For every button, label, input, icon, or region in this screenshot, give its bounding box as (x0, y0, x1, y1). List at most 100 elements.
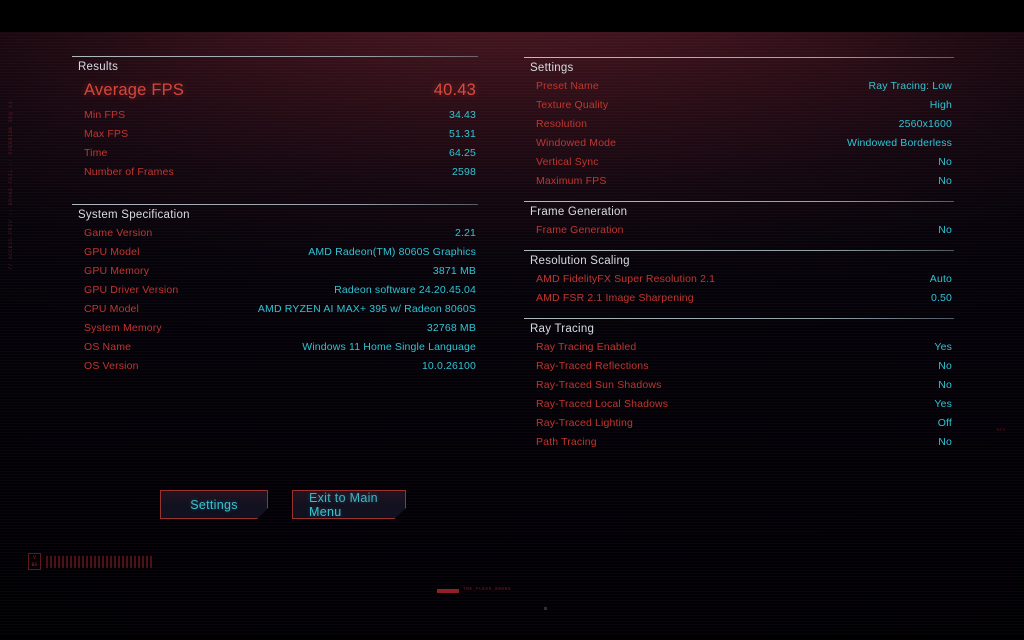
spacer (524, 191, 954, 201)
left-panel: Results Average FPS 40.43 Min FPS 34.43 … (72, 56, 478, 376)
row-maximum-fps: Maximum FPS No (524, 172, 954, 191)
row-value: No (938, 436, 952, 448)
row-os-name: OS Name Windows 11 Home Single Language (72, 338, 478, 357)
decor-bottom-bar (437, 589, 459, 593)
spacer (524, 308, 954, 318)
row-ray-traced-sun-shadows: Ray-Traced Sun Shadows No (524, 376, 954, 395)
section-title-ray-tracing: Ray Tracing (530, 323, 595, 335)
row-label: Min FPS (84, 109, 126, 121)
row-label: Ray-Traced Sun Shadows (536, 379, 662, 391)
row-label: Vertical Sync (536, 156, 599, 168)
row-path-tracing: Path Tracing No (524, 433, 954, 452)
section-rule (524, 201, 954, 202)
row-value: 64.25 (448, 147, 476, 159)
row-cpu-model: CPU Model AMD RYZEN AI MAX+ 395 w/ Radeo… (72, 300, 478, 319)
row-vertical-sync: Vertical Sync No (524, 153, 954, 172)
section-settings: Settings Preset Name Ray Tracing: Low Te… (524, 57, 954, 191)
decor-center-dot (544, 607, 547, 610)
row-gpu-model: GPU Model AMD Radeon(TM) 8060S Graphics (72, 243, 478, 262)
row-value: 34.43 (448, 109, 476, 121)
row-average-fps: Average FPS 40.43 (72, 76, 478, 106)
row-label: Texture Quality (536, 99, 609, 111)
section-title-system-specification: System Specification (78, 209, 190, 221)
row-value: Windows 11 Home Single Language (302, 341, 476, 353)
row-number-of-frames: Number of Frames 2598 (72, 163, 478, 182)
section-rule (72, 204, 478, 205)
row-value: 3871 MB (432, 265, 476, 277)
row-label: Max FPS (84, 128, 129, 140)
row-label: AMD FSR 2.1 Image Sharpening (536, 292, 694, 304)
row-value: High (929, 99, 952, 111)
row-value: 40.43 (433, 81, 476, 99)
row-ray-traced-local-shadows: Ray-Traced Local Shadows Yes (524, 395, 954, 414)
row-label: Time (84, 147, 108, 159)
decor-badge-line-1: V (32, 555, 36, 561)
row-resolution: Resolution 2560x1600 (524, 115, 954, 134)
row-label: CPU Model (84, 303, 140, 315)
letterbox-bottom (0, 636, 1024, 640)
section-rule (524, 250, 954, 251)
row-label: OS Name (84, 341, 132, 353)
spacer (72, 182, 478, 204)
row-value: No (938, 156, 952, 168)
row-min-fps: Min FPS 34.43 (72, 106, 478, 125)
row-fsr-super-resolution: AMD FidelityFX Super Resolution 2.1 Auto (524, 270, 954, 289)
row-label: Windowed Mode (536, 137, 617, 149)
row-label: Number of Frames (84, 166, 174, 178)
row-preset-name: Preset Name Ray Tracing: Low (524, 77, 954, 96)
row-value: 2598 (452, 166, 476, 178)
row-label: Ray-Traced Reflections (536, 360, 649, 372)
row-value: Radeon software 24.20.45.04 (334, 284, 476, 296)
row-value: AMD RYZEN AI MAX+ 395 w/ Radeon 8060S (257, 303, 476, 315)
row-label: Ray Tracing Enabled (536, 341, 637, 353)
row-os-version: OS Version 10.0.26100 (72, 357, 478, 376)
row-label: Path Tracing (536, 436, 597, 448)
decor-badge-line-2: BS (31, 562, 38, 568)
row-label: Average FPS (84, 81, 185, 99)
row-value: 51.31 (448, 128, 476, 140)
row-value: 2.21 (454, 227, 476, 239)
row-value: Ray Tracing: Low (868, 80, 952, 92)
section-title-settings: Settings (530, 62, 574, 74)
row-value: Auto (929, 273, 952, 285)
row-value: No (938, 175, 952, 187)
row-ray-traced-lighting: Ray-Traced Lighting Off (524, 414, 954, 433)
row-label: GPU Memory (84, 265, 150, 277)
row-label: Resolution (536, 118, 588, 130)
row-label: System Memory (84, 322, 162, 334)
section-results: Results Average FPS 40.43 Min FPS 34.43 … (72, 56, 478, 182)
decor-dashed-bars (46, 556, 152, 568)
row-gpu-driver-version: GPU Driver Version Radeon software 24.20… (72, 281, 478, 300)
decor-corner-badge: V BS (28, 553, 41, 570)
row-system-memory: System Memory 32768 MB (72, 319, 478, 338)
decor-vertical-text: // ACCESS-PRIV :: BRAKE-FAIL :: OVERRIDE… (8, 100, 14, 270)
row-value: 0.50 (930, 292, 952, 304)
row-frame-generation: Frame Generation No (524, 221, 954, 240)
settings-button[interactable]: Settings (160, 490, 268, 519)
row-ray-tracing-enabled: Ray Tracing Enabled Yes (524, 338, 954, 357)
row-fsr-image-sharpening: AMD FSR 2.1 Image Sharpening 0.50 (524, 289, 954, 308)
row-label: Frame Generation (536, 224, 624, 236)
exit-to-main-menu-button[interactable]: Exit to Main Menu (292, 490, 406, 519)
row-value: No (938, 360, 952, 372)
row-value: 10.0.26100 (421, 360, 476, 372)
section-title-resolution-scaling: Resolution Scaling (530, 255, 630, 267)
right-panel: Settings Preset Name Ray Tracing: Low Te… (524, 57, 954, 452)
row-gpu-memory: GPU Memory 3871 MB (72, 262, 478, 281)
row-max-fps: Max FPS 51.31 (72, 125, 478, 144)
decor-bottom-tag: TRK_FLEAS_8060S (463, 587, 512, 592)
row-label: Preset Name (536, 80, 599, 92)
row-texture-quality: Texture Quality High (524, 96, 954, 115)
row-value: 32768 MB (426, 322, 476, 334)
section-system-specification: System Specification Game Version 2.21 G… (72, 204, 478, 376)
section-title-frame-generation: Frame Generation (530, 206, 628, 218)
row-windowed-mode: Windowed Mode Windowed Borderless (524, 134, 954, 153)
letterbox-top (0, 0, 1024, 32)
row-value: 2560x1600 (898, 118, 952, 130)
section-ray-tracing: Ray Tracing Ray Tracing Enabled Yes Ray-… (524, 318, 954, 452)
row-value: Off (937, 417, 952, 429)
row-value: No (938, 224, 952, 236)
row-label: GPU Driver Version (84, 284, 179, 296)
row-label: OS Version (84, 360, 139, 372)
row-label: Maximum FPS (536, 175, 607, 187)
